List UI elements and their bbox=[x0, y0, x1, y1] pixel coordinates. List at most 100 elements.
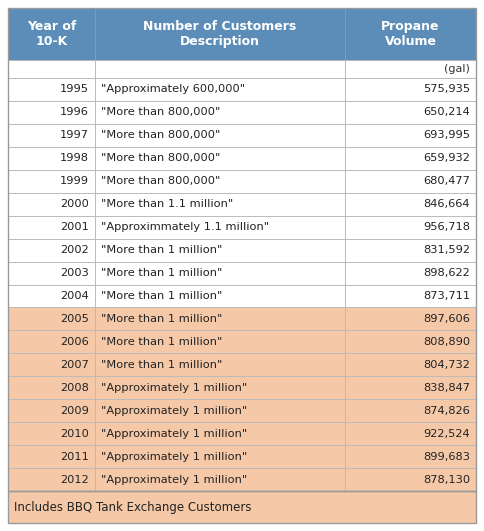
Bar bbox=[94, 422, 345, 445]
Bar bbox=[8, 124, 94, 147]
Text: "More than 1.1 million": "More than 1.1 million" bbox=[101, 199, 233, 209]
Bar bbox=[94, 445, 345, 468]
Text: 2004: 2004 bbox=[60, 291, 89, 301]
Text: "More than 800,000": "More than 800,000" bbox=[101, 153, 220, 164]
Text: "Approximately 1 million": "Approximately 1 million" bbox=[101, 429, 247, 439]
Bar bbox=[8, 285, 94, 307]
Bar bbox=[94, 376, 345, 399]
Text: Includes BBQ Tank Exchange Customers: Includes BBQ Tank Exchange Customers bbox=[14, 501, 252, 513]
Text: "Approximmately 1.1 million": "Approximmately 1.1 million" bbox=[101, 222, 269, 232]
Bar bbox=[94, 238, 345, 262]
Bar bbox=[94, 285, 345, 307]
Bar bbox=[94, 101, 345, 124]
Bar bbox=[345, 78, 476, 101]
Bar bbox=[94, 8, 345, 60]
Text: (gal): (gal) bbox=[444, 64, 470, 74]
Text: "More than 1 million": "More than 1 million" bbox=[101, 360, 222, 370]
Text: 2009: 2009 bbox=[60, 406, 89, 416]
Bar bbox=[94, 124, 345, 147]
Text: 2007: 2007 bbox=[60, 360, 89, 370]
Bar bbox=[345, 193, 476, 216]
Text: 2005: 2005 bbox=[60, 314, 89, 324]
Bar bbox=[8, 307, 94, 330]
Text: 1996: 1996 bbox=[60, 107, 89, 117]
Text: 956,718: 956,718 bbox=[423, 222, 470, 232]
Text: 575,935: 575,935 bbox=[423, 84, 470, 95]
Text: Year of
10-K: Year of 10-K bbox=[27, 20, 76, 48]
Text: "More than 1 million": "More than 1 million" bbox=[101, 268, 222, 278]
Text: 1999: 1999 bbox=[60, 176, 89, 186]
Bar bbox=[94, 399, 345, 422]
Text: 680,477: 680,477 bbox=[423, 176, 470, 186]
Bar bbox=[8, 60, 94, 78]
Text: Propane
Volume: Propane Volume bbox=[381, 20, 440, 48]
Bar bbox=[94, 262, 345, 285]
Text: "More than 800,000": "More than 800,000" bbox=[101, 131, 220, 140]
Text: "More than 1 million": "More than 1 million" bbox=[101, 245, 222, 255]
Text: 873,711: 873,711 bbox=[423, 291, 470, 301]
Text: 2011: 2011 bbox=[60, 451, 89, 461]
Text: 1998: 1998 bbox=[60, 153, 89, 164]
Bar bbox=[8, 78, 94, 101]
Text: 846,664: 846,664 bbox=[424, 199, 470, 209]
Bar bbox=[345, 330, 476, 353]
Text: 2012: 2012 bbox=[60, 475, 89, 484]
Text: Number of Customers
Description: Number of Customers Description bbox=[143, 20, 296, 48]
Text: "More than 1 million": "More than 1 million" bbox=[101, 291, 222, 301]
Text: 2003: 2003 bbox=[60, 268, 89, 278]
Bar bbox=[345, 422, 476, 445]
Bar bbox=[345, 60, 476, 78]
Text: "Approximately 1 million": "Approximately 1 million" bbox=[101, 475, 247, 484]
Bar bbox=[8, 216, 94, 238]
Text: 897,606: 897,606 bbox=[423, 314, 470, 324]
Text: 1997: 1997 bbox=[60, 131, 89, 140]
Text: "Approximately 1 million": "Approximately 1 million" bbox=[101, 406, 247, 416]
Bar bbox=[94, 147, 345, 170]
Text: 2000: 2000 bbox=[60, 199, 89, 209]
Text: 898,622: 898,622 bbox=[423, 268, 470, 278]
Bar bbox=[345, 399, 476, 422]
Text: "More than 800,000": "More than 800,000" bbox=[101, 107, 220, 117]
Bar bbox=[94, 330, 345, 353]
Bar bbox=[345, 353, 476, 376]
Text: 922,524: 922,524 bbox=[424, 429, 470, 439]
Bar bbox=[94, 307, 345, 330]
Text: 838,847: 838,847 bbox=[423, 383, 470, 393]
Bar bbox=[345, 238, 476, 262]
Bar bbox=[8, 399, 94, 422]
Bar bbox=[8, 330, 94, 353]
Bar bbox=[8, 491, 476, 523]
Bar bbox=[345, 124, 476, 147]
Text: 2008: 2008 bbox=[60, 383, 89, 393]
Bar bbox=[345, 376, 476, 399]
Bar bbox=[8, 422, 94, 445]
Bar bbox=[8, 147, 94, 170]
Bar bbox=[345, 468, 476, 491]
Bar bbox=[8, 353, 94, 376]
Text: "Approximately 600,000": "Approximately 600,000" bbox=[101, 84, 245, 95]
Text: 804,732: 804,732 bbox=[423, 360, 470, 370]
Text: 2010: 2010 bbox=[60, 429, 89, 439]
Text: 831,592: 831,592 bbox=[423, 245, 470, 255]
Bar bbox=[8, 101, 94, 124]
Text: 808,890: 808,890 bbox=[423, 337, 470, 347]
Bar bbox=[345, 170, 476, 193]
Text: 899,683: 899,683 bbox=[423, 451, 470, 461]
Text: 2001: 2001 bbox=[60, 222, 89, 232]
Text: "Approximately 1 million": "Approximately 1 million" bbox=[101, 451, 247, 461]
Bar bbox=[94, 193, 345, 216]
Text: 2002: 2002 bbox=[60, 245, 89, 255]
Bar bbox=[8, 8, 94, 60]
Bar bbox=[94, 468, 345, 491]
Text: 2006: 2006 bbox=[60, 337, 89, 347]
Text: 1995: 1995 bbox=[60, 84, 89, 95]
Text: "More than 1 million": "More than 1 million" bbox=[101, 337, 222, 347]
Bar bbox=[345, 101, 476, 124]
Text: "Approximately 1 million": "Approximately 1 million" bbox=[101, 383, 247, 393]
Bar bbox=[345, 147, 476, 170]
Bar bbox=[345, 262, 476, 285]
Bar bbox=[345, 285, 476, 307]
Bar bbox=[8, 193, 94, 216]
Bar bbox=[8, 445, 94, 468]
Bar bbox=[8, 376, 94, 399]
